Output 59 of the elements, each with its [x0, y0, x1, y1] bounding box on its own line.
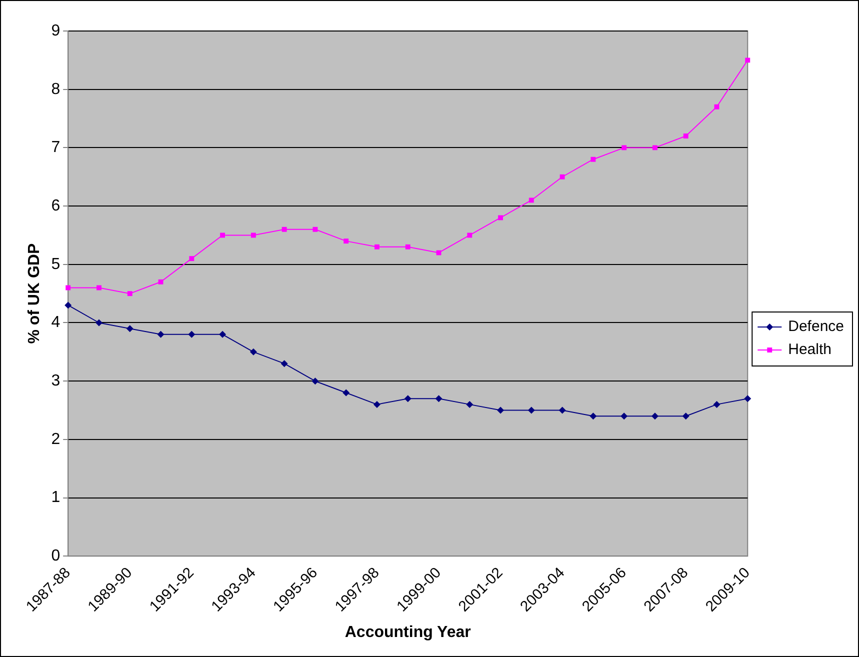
point [590, 156, 596, 162]
point [622, 145, 627, 150]
y-tick-label: 2 [51, 430, 60, 448]
point [404, 395, 412, 402]
point [498, 215, 503, 220]
point [219, 330, 226, 338]
y-tick-label: 1 [51, 489, 60, 506]
point [188, 330, 196, 338]
point [405, 244, 410, 250]
point [467, 232, 472, 238]
y-tick-label: 0 [51, 548, 60, 565]
point [466, 400, 474, 408]
x-axis-title: Accounting Year [344, 624, 471, 641]
point [713, 400, 720, 408]
point [744, 395, 752, 402]
legend-label: Defence [763, 318, 844, 336]
point [157, 330, 164, 338]
point [250, 232, 256, 238]
point [250, 348, 257, 356]
point [312, 378, 319, 385]
point [96, 285, 102, 290]
point [220, 232, 226, 238]
point [558, 406, 566, 414]
point [126, 325, 134, 332]
point [95, 319, 102, 326]
y-tick-label: 8 [51, 80, 60, 98]
point [344, 238, 349, 244]
y-tick-label: 7 [51, 139, 60, 156]
point [528, 406, 535, 414]
y-tick-label: 6 [51, 197, 60, 214]
point [280, 360, 288, 368]
point [528, 198, 534, 203]
point [342, 389, 350, 396]
point [64, 302, 72, 309]
point [282, 226, 287, 232]
point [620, 412, 628, 420]
y-axis-title: % of UK GDP [26, 243, 44, 344]
point [652, 145, 658, 150]
point [560, 174, 565, 180]
point [651, 412, 658, 420]
point [373, 400, 380, 408]
point [158, 279, 164, 284]
point [127, 291, 132, 296]
point [435, 395, 442, 402]
y-tick-label: 9 [51, 22, 60, 40]
point [497, 406, 504, 414]
y-tick-label: 4 [51, 314, 60, 332]
point [682, 412, 690, 420]
y-tick-label: 5 [51, 256, 60, 273]
point [590, 412, 597, 420]
legend-label: Health [763, 341, 832, 358]
y-tick-label: 3 [51, 372, 60, 390]
point [312, 226, 318, 232]
point [189, 256, 194, 262]
point [374, 244, 380, 250]
point [66, 285, 71, 290]
point [745, 58, 750, 63]
point [683, 134, 688, 139]
point [714, 104, 720, 110]
